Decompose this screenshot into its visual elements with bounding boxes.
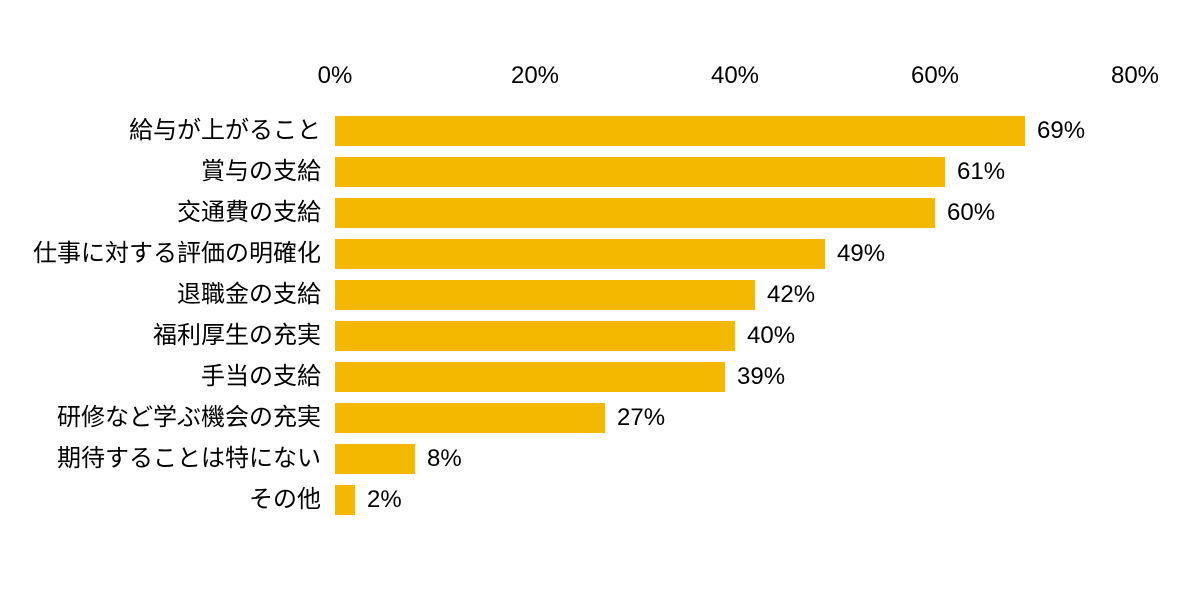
bar bbox=[335, 362, 725, 392]
bar bbox=[335, 239, 825, 269]
bar bbox=[335, 444, 415, 474]
x-axis-tick-label: 0% bbox=[318, 62, 353, 90]
category-label: 交通費の支給 bbox=[177, 198, 321, 228]
category-label: 仕事に対する評価の明確化 bbox=[33, 239, 321, 269]
x-axis-tick-label: 40% bbox=[711, 62, 759, 90]
category-label: 福利厚生の充実 bbox=[153, 321, 321, 351]
value-label: 27% bbox=[617, 403, 665, 433]
value-label: 42% bbox=[767, 280, 815, 310]
x-axis-tick-label: 80% bbox=[1111, 62, 1159, 90]
category-label: その他 bbox=[249, 485, 321, 515]
value-label: 69% bbox=[1037, 116, 1085, 146]
category-label: 賞与の支給 bbox=[201, 157, 321, 187]
bar bbox=[335, 321, 735, 351]
value-label: 49% bbox=[837, 239, 885, 269]
bar bbox=[335, 485, 355, 515]
category-label: 研修など学ぶ機会の充実 bbox=[57, 403, 321, 433]
bar bbox=[335, 157, 945, 187]
value-label: 61% bbox=[957, 157, 1005, 187]
value-label: 40% bbox=[747, 321, 795, 351]
bar-chart: 0% 20% 40% 60% 80% 給与が上がること 69% 賞与の支給 61% 交通費の支給 6… bbox=[0, 0, 1200, 595]
bar bbox=[335, 198, 935, 228]
category-label: 給与が上がること bbox=[129, 116, 321, 146]
bar bbox=[335, 403, 605, 433]
bar bbox=[335, 116, 1025, 146]
value-label: 8% bbox=[427, 444, 462, 474]
bar bbox=[335, 280, 755, 310]
x-axis-tick-label: 20% bbox=[511, 62, 559, 90]
category-label: 期待することは特にない bbox=[57, 444, 321, 474]
value-label: 60% bbox=[947, 198, 995, 228]
x-axis-tick-label: 60% bbox=[911, 62, 959, 90]
value-label: 2% bbox=[367, 485, 402, 515]
category-label: 手当の支給 bbox=[201, 362, 321, 392]
category-label: 退職金の支給 bbox=[177, 280, 321, 310]
value-label: 39% bbox=[737, 362, 785, 392]
